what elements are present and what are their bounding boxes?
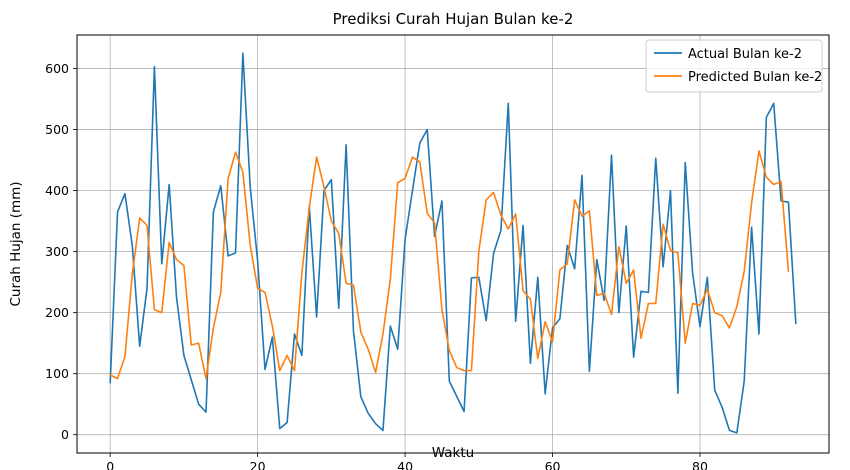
legend: Actual Bulan ke-2 Predicted Bulan ke-2 bbox=[645, 39, 823, 93]
y-tick-label: 100 bbox=[45, 366, 69, 381]
series-group bbox=[109, 52, 797, 434]
legend-box bbox=[645, 39, 823, 93]
y-axis-label: Curah Hujan (mm) bbox=[8, 181, 24, 306]
legend-label-actual: Actual Bulan ke-2 bbox=[688, 47, 802, 62]
x-axis-label: Waktu bbox=[432, 445, 474, 461]
x-tick-label: 0 bbox=[106, 459, 114, 470]
y-tick-label: 300 bbox=[45, 244, 69, 259]
series-line-predicted bbox=[109, 150, 790, 380]
y-tick-label: 0 bbox=[61, 427, 69, 442]
x-axis-ticks: 0 20 40 60 80 bbox=[106, 453, 708, 470]
x-tick-label: 40 bbox=[397, 459, 413, 470]
y-tick-label: 200 bbox=[45, 305, 69, 320]
y-tick-label: 500 bbox=[45, 122, 69, 137]
series-line-actual bbox=[109, 52, 797, 434]
chart-title: Prediksi Curah Hujan Bulan ke-2 bbox=[333, 10, 574, 28]
y-tick-label: 400 bbox=[45, 183, 69, 198]
legend-label-predicted: Predicted Bulan ke-2 bbox=[688, 70, 822, 85]
x-tick-label: 80 bbox=[692, 459, 708, 470]
plot-area-frame bbox=[76, 34, 830, 454]
x-tick-label: 60 bbox=[545, 459, 561, 470]
y-tick-label: 600 bbox=[45, 61, 69, 76]
x-tick-label: 20 bbox=[250, 459, 266, 470]
y-axis-ticks: 0 100 200 300 400 500 600 bbox=[45, 61, 77, 442]
